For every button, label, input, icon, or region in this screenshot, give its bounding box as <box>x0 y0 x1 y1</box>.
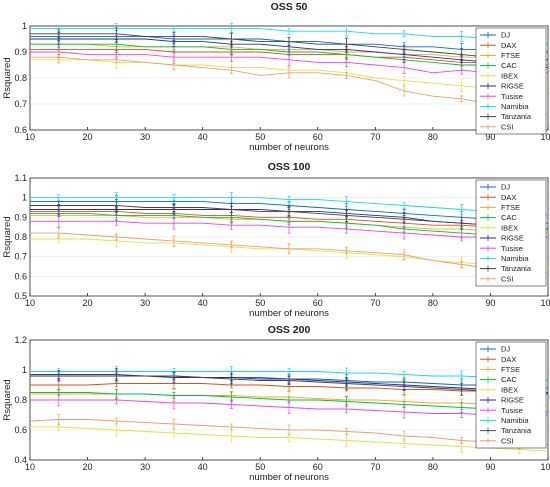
x-tick-label: 100 <box>540 132 550 142</box>
chart-title: OSS 50 <box>271 1 308 13</box>
x-tick-label: 50 <box>255 462 265 472</box>
y-tick-label: 1 <box>22 365 27 375</box>
legend-label: Namibia <box>501 416 529 425</box>
legend-label: CSI <box>501 274 514 283</box>
x-tick-label: 40 <box>198 298 208 308</box>
x-tick-label: 80 <box>428 298 438 308</box>
chart-panel-3: OSS 200 0.4 0.6 0.8 1 1.2 10 20 30 40 50 60 70 80 90 10… <box>2 324 550 483</box>
legend-label: Namibia <box>501 254 529 263</box>
x-tick-label: 20 <box>83 132 93 142</box>
legend-label: Tusise <box>501 244 523 253</box>
chart-panel-1: OSS 50 0.6 0.7 0.8 0.9 1 10 20 30 40 50 60 70 80 90 100… <box>2 1 550 153</box>
y-tick-label: 1.1 <box>14 173 27 183</box>
x-tick-label: 90 <box>485 462 495 472</box>
y-tick-label: 0.8 <box>14 395 27 405</box>
y-axis-label: Rsquared <box>2 216 13 257</box>
legend-label: DAX <box>501 193 516 202</box>
legend-label: RiGSE <box>501 234 524 243</box>
y-tick-label: 0.7 <box>14 252 27 262</box>
legend-label: Tanzania <box>501 112 532 121</box>
legend-label: DJ <box>501 31 510 40</box>
legend-label: RiGSE <box>501 82 524 91</box>
series-csi <box>29 414 549 449</box>
x-axis-label: number of neurons <box>249 472 329 483</box>
y-tick-label: 0.6 <box>14 271 27 281</box>
series-namibia <box>30 192 549 217</box>
y-tick-label: 0.7 <box>14 99 27 109</box>
x-tick-label: 10 <box>25 132 35 142</box>
legend-label: Tanzania <box>501 426 532 435</box>
x-tick-label: 60 <box>313 298 323 308</box>
legend-label: Tusise <box>501 92 523 101</box>
x-tick-label: 40 <box>198 462 208 472</box>
legend-label: CAC <box>501 213 517 222</box>
x-tick-label: 100 <box>540 298 550 308</box>
chart-title: OSS 100 <box>268 161 311 173</box>
legend-label: CAC <box>501 61 517 70</box>
legend-label: FTSE <box>501 51 520 60</box>
x-tick-label: 60 <box>313 132 323 142</box>
x-tick-label: 100 <box>540 462 550 472</box>
y-tick-label: 0.4 <box>14 455 27 465</box>
legend-label: DAX <box>501 41 516 50</box>
legend-label: RiGSE <box>501 396 524 405</box>
x-tick-label: 90 <box>485 132 495 142</box>
legend-label: DJ <box>501 345 510 354</box>
legend-label: DJ <box>501 183 510 192</box>
y-tick-label: 0.5 <box>14 291 27 301</box>
x-tick-label: 50 <box>255 132 265 142</box>
x-tick-label: 50 <box>255 298 265 308</box>
legend-label: DAX <box>501 355 516 364</box>
x-tick-label: 70 <box>370 462 380 472</box>
legend-label: Tusise <box>501 406 523 415</box>
x-tick-label: 30 <box>140 298 150 308</box>
y-axis-label: Rsquared <box>2 57 13 98</box>
y-tick-label: 0.8 <box>14 73 27 83</box>
y-tick-label: 0.9 <box>14 47 27 57</box>
x-axis-label: number of neurons <box>249 142 329 153</box>
x-tick-label: 10 <box>25 462 35 472</box>
x-tick-label: 20 <box>83 462 93 472</box>
y-tick-label: 1 <box>22 193 27 203</box>
y-tick-label: 0.8 <box>14 232 27 242</box>
legend-label: Tanzania <box>501 264 532 273</box>
legend-label: CAC <box>501 375 517 384</box>
x-tick-label: 70 <box>370 132 380 142</box>
legend-label: Namibia <box>501 102 529 111</box>
legend-label: IBEX <box>501 385 518 394</box>
legend-label: FTSE <box>501 365 520 374</box>
chart-panel-2: OSS 100 0.5 0.6 0.7 0.8 0.9 1 1.1 10 20 30 40 50 60 70… <box>2 161 550 319</box>
y-tick-label: 1 <box>22 21 27 31</box>
y-tick-label: 1.2 <box>14 335 27 345</box>
x-tick-label: 10 <box>25 298 35 308</box>
plot-area <box>29 25 549 131</box>
legend-label: CSI <box>501 122 514 131</box>
x-tick-label: 80 <box>428 462 438 472</box>
y-axis-label: Rsquared <box>2 379 13 420</box>
x-tick-label: 30 <box>140 462 150 472</box>
x-axis-label: number of neurons <box>249 308 329 319</box>
series-csi <box>30 227 549 276</box>
x-tick-label: 80 <box>428 132 438 142</box>
x-tick-label: 90 <box>485 298 495 308</box>
x-tick-label: 70 <box>370 298 380 308</box>
legend-label: IBEX <box>501 71 518 80</box>
legend-label: IBEX <box>501 223 518 232</box>
x-tick-label: 30 <box>140 132 150 142</box>
x-tick-label: 60 <box>313 462 323 472</box>
legend-label: CSI <box>501 436 514 445</box>
x-tick-label: 40 <box>198 132 208 142</box>
x-tick-label: 20 <box>83 298 93 308</box>
chart-title: OSS 200 <box>268 324 311 336</box>
legend-label: FTSE <box>501 203 520 212</box>
y-tick-label: 0.6 <box>14 125 27 135</box>
y-tick-label: 0.9 <box>14 212 27 222</box>
y-tick-label: 0.6 <box>14 425 27 435</box>
